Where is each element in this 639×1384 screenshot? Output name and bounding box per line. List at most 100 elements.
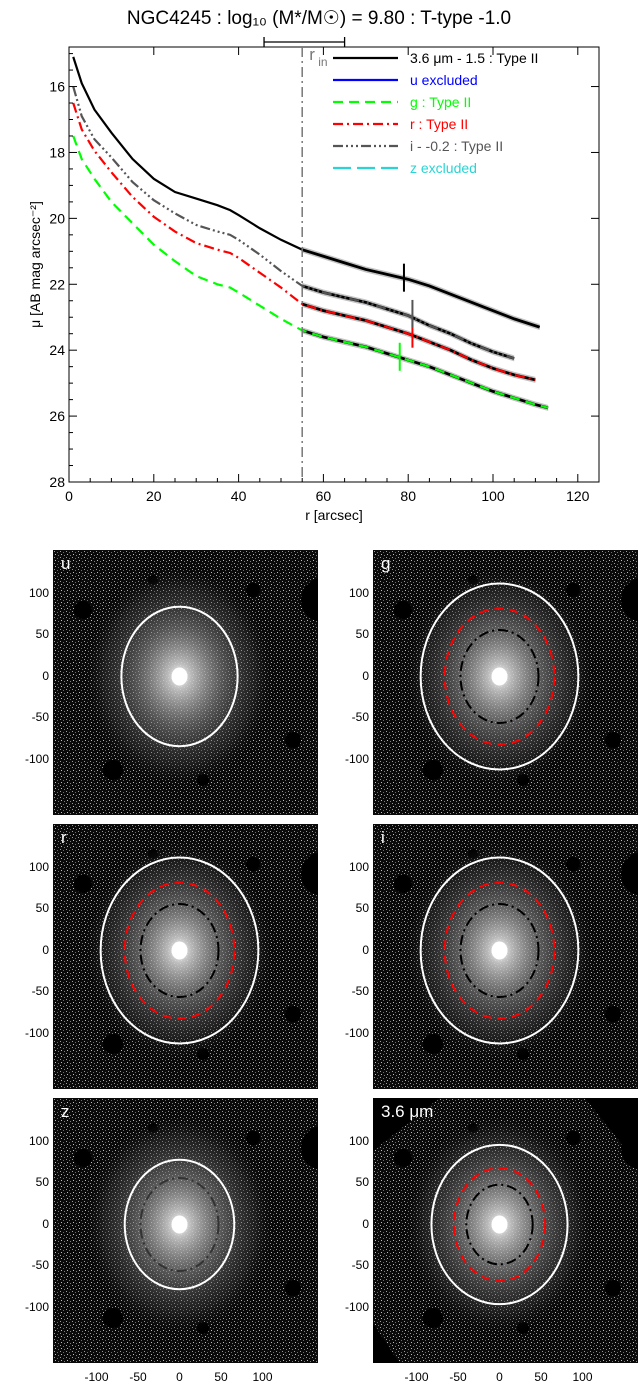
panel-y-tick-label: -50 xyxy=(351,1258,369,1272)
galaxy-image xyxy=(53,824,318,1089)
profile-uncertainty-band xyxy=(302,246,540,331)
masked-star xyxy=(301,1126,318,1170)
masked-star xyxy=(621,578,638,622)
isophote-ellipse xyxy=(123,1158,236,1291)
isophote-ellipse xyxy=(123,881,236,1020)
panel-y-tick-label: -50 xyxy=(31,710,49,724)
image-edge-mask xyxy=(373,1323,400,1363)
galaxy-nucleus xyxy=(491,1215,508,1234)
y-tick-label: 18 xyxy=(49,144,65,160)
isophote-ellipse xyxy=(459,903,540,998)
x-tick-label: 0 xyxy=(65,488,73,504)
x-tick-label: 40 xyxy=(231,488,247,504)
panel-y-tick-label: 0 xyxy=(362,668,369,683)
panel-y-tick-label: 0 xyxy=(362,942,369,957)
isophote-ellipse xyxy=(139,903,220,998)
masked-source xyxy=(605,732,621,748)
surface-brightness-profile-chart: NGC4245 : log₁₀ (M*/M☉) = 9.80 : T-type … xyxy=(27,8,600,523)
masked-star xyxy=(621,852,638,896)
panel-band-label: r xyxy=(61,828,67,847)
masked-source xyxy=(394,1149,412,1167)
y-tick-label: 24 xyxy=(49,342,65,358)
panel-y-tick-label: 50 xyxy=(355,1175,369,1189)
profile-series-line xyxy=(72,86,515,360)
panel-x-tick-label: -50 xyxy=(129,1370,147,1384)
panel-x-tick-label: -50 xyxy=(449,1370,467,1384)
masked-source xyxy=(605,1006,621,1022)
panel-x-tick-label: 100 xyxy=(252,1370,273,1384)
image-panel-3: r xyxy=(53,824,318,1089)
isophote-ellipse xyxy=(443,881,556,1020)
masked-source xyxy=(605,1280,621,1296)
isophote-ellipse xyxy=(465,1183,534,1266)
galaxy-image xyxy=(373,550,638,815)
masked-source xyxy=(394,601,412,619)
masked-source xyxy=(103,760,123,780)
panel-y-tick-label: -50 xyxy=(351,710,369,724)
legend-label: g : Type II xyxy=(410,94,471,110)
panel-y-tick-label: 50 xyxy=(355,627,369,641)
isophote-ellipse xyxy=(430,1143,569,1306)
image-panel-2: g xyxy=(373,550,638,815)
x-tick-label: 20 xyxy=(146,488,162,504)
x-tick-label: 120 xyxy=(566,488,590,504)
panel-x-tick-label: 100 xyxy=(572,1370,593,1384)
image-edge-mask xyxy=(373,1098,440,1151)
legend-label: u excluded xyxy=(410,72,478,88)
galaxy-image xyxy=(53,550,318,815)
galaxy-image xyxy=(373,824,638,1089)
panel-y-tick-label: 50 xyxy=(355,901,369,915)
panel-y-tick-label: -100 xyxy=(344,751,369,766)
masked-star xyxy=(301,578,318,622)
profile-series-line xyxy=(72,102,536,381)
y-tick-label: 28 xyxy=(49,474,65,490)
profile-series-line xyxy=(72,56,540,329)
legend-label: i - -0.2 : Type II xyxy=(410,138,503,154)
panel-y-tick-label: -50 xyxy=(31,984,49,998)
isophote-ellipse xyxy=(419,582,580,771)
masked-source xyxy=(566,1131,580,1145)
panel-y-tick-label: -100 xyxy=(344,1025,369,1040)
panel-x-tick-label: 50 xyxy=(534,1370,548,1384)
panel-band-label: u xyxy=(61,554,71,573)
galaxy-nucleus xyxy=(171,941,188,960)
x-tick-label: 60 xyxy=(316,488,332,504)
masked-source xyxy=(246,857,260,871)
galaxy-nucleus xyxy=(491,941,508,960)
r-in-subscript: in xyxy=(318,55,327,69)
masked-source xyxy=(246,1131,260,1145)
panel-y-tick-label: 100 xyxy=(28,585,49,600)
masked-source xyxy=(566,857,580,871)
panel-y-tick-label: 100 xyxy=(28,1133,49,1148)
masked-source xyxy=(74,875,92,893)
galaxy-image xyxy=(53,1098,318,1363)
y-tick-label: 26 xyxy=(49,408,65,424)
masked-source xyxy=(566,583,580,597)
x-tick-label: 100 xyxy=(481,488,505,504)
masked-source xyxy=(74,1149,92,1167)
image-edge-mask xyxy=(585,1098,638,1165)
isophote-ellipse xyxy=(452,1167,547,1282)
galaxy-nucleus xyxy=(491,667,508,686)
masked-source xyxy=(74,601,92,619)
y-tick-label: 16 xyxy=(49,79,65,95)
masked-source xyxy=(423,760,443,780)
panel-y-tick-label: -100 xyxy=(24,1025,49,1040)
image-panel-1: u xyxy=(53,550,318,815)
panel-x-tick-label: -100 xyxy=(84,1370,109,1384)
y-tick-label: 22 xyxy=(49,276,65,292)
panel-y-tick-label: -50 xyxy=(351,984,369,998)
isophote-ellipse xyxy=(139,1177,220,1272)
panel-y-tick-label: 0 xyxy=(362,1216,369,1231)
x-tick-label: 80 xyxy=(400,488,416,504)
panel-x-tick-label: -100 xyxy=(404,1370,429,1384)
masked-source xyxy=(246,583,260,597)
galaxy-image xyxy=(373,1098,638,1363)
galaxy-nucleus xyxy=(171,1215,188,1234)
panel-y-tick-label: 0 xyxy=(42,668,49,683)
isophote-ellipse xyxy=(99,856,260,1045)
plot-frame xyxy=(68,46,600,483)
panel-y-tick-label: -100 xyxy=(24,751,49,766)
masked-source xyxy=(103,1034,123,1054)
panel-y-tick-label: 100 xyxy=(28,859,49,874)
